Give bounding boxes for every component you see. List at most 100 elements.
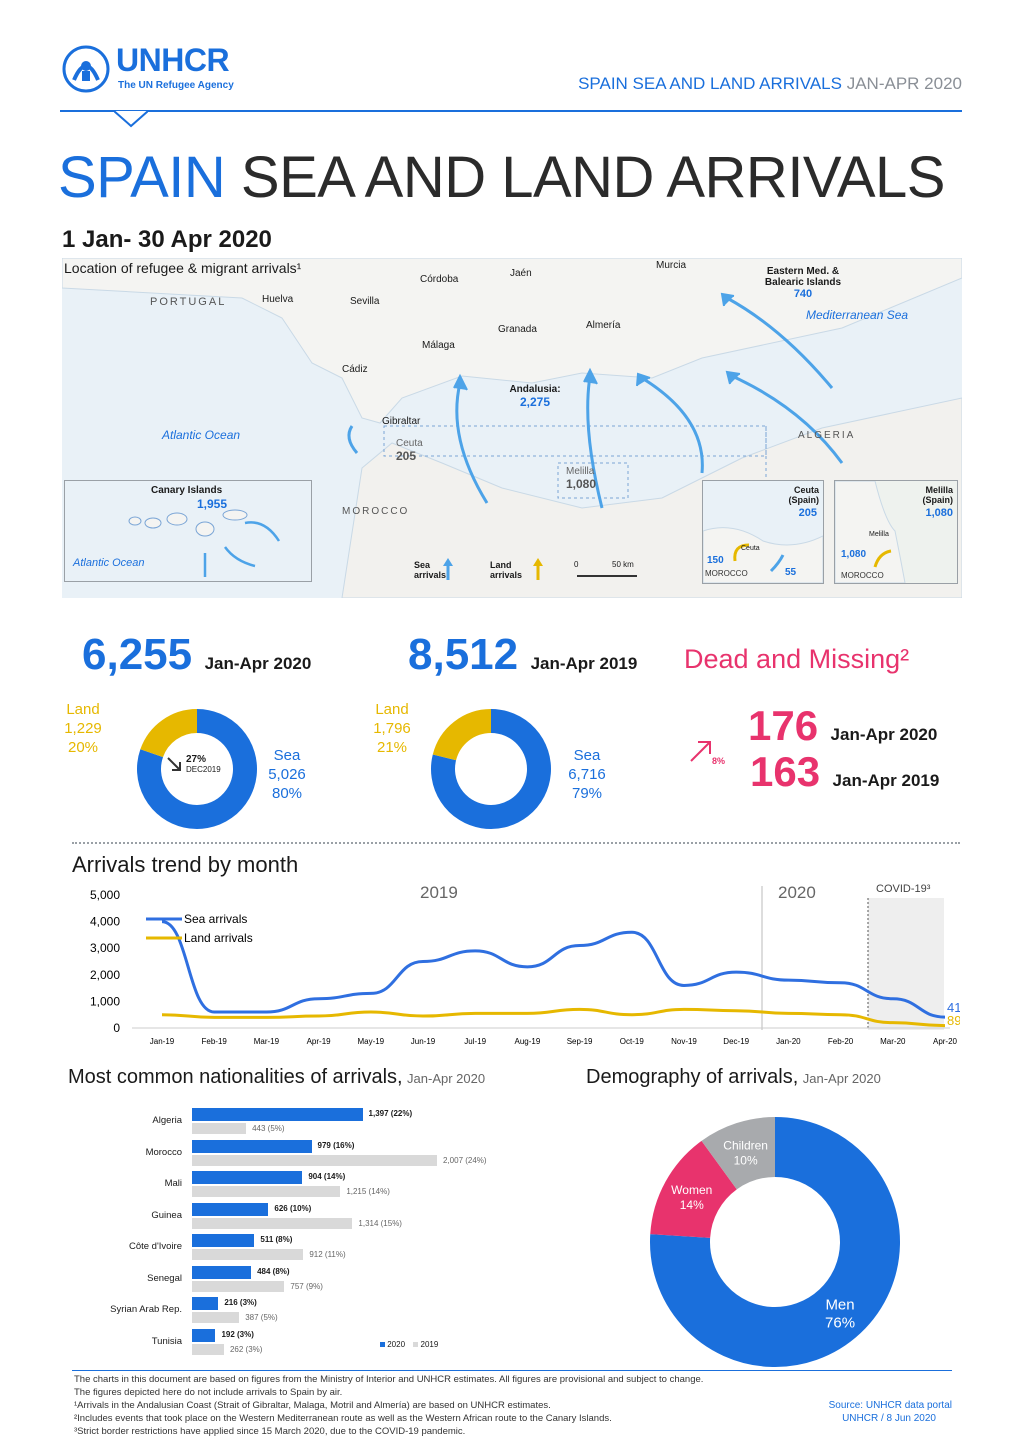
x-tick-label: Mar-19 bbox=[254, 1037, 280, 1046]
map-label-malaga: Málaga bbox=[422, 340, 455, 351]
footer-divider bbox=[72, 1370, 952, 1371]
dead-missing-2020: 176 Jan-Apr 2020 bbox=[748, 702, 937, 750]
logo-tagline: The UN Refugee Agency bbox=[118, 80, 234, 91]
y-tick-label: 2,000 bbox=[90, 968, 120, 982]
nationality-label: Guinea bbox=[151, 1209, 182, 1221]
donut-2020-land-label: Land bbox=[66, 701, 100, 718]
bar-2020 bbox=[192, 1139, 312, 1153]
covid-label: COVID-19³ bbox=[876, 883, 931, 895]
donut-2019-sea-pct: 79% bbox=[571, 785, 603, 802]
demography-donut: Men 76% Women 14% Children 10% bbox=[650, 1117, 900, 1367]
legend-sea-label: Sea arrivals bbox=[184, 912, 247, 926]
header-strip-bold: SPAIN SEA AND LAND ARRIVALS bbox=[578, 74, 842, 93]
region-melilla-value: 1,080 bbox=[566, 477, 597, 491]
bar-2020 bbox=[192, 1328, 216, 1342]
bar-2020 bbox=[192, 1202, 269, 1216]
donut-2019-sea: Sea 6,716 79% bbox=[562, 746, 612, 803]
covid-shade bbox=[868, 898, 944, 1030]
donut-2019-land-value: 1,796 bbox=[373, 720, 411, 737]
bar-2020-label: 626 (10%) bbox=[274, 1203, 312, 1213]
region-eastern-med-label: Eastern Med. & Balearic Islands bbox=[764, 266, 842, 288]
trend-title: Arrivals trend by month bbox=[72, 852, 299, 877]
nationalities-title: Most common nationalities of arrivals, J… bbox=[68, 1066, 485, 1089]
nat-legend-2019-swatch bbox=[413, 1342, 419, 1347]
land-arrivals-line bbox=[161, 1007, 946, 1028]
year-2019-label: 2019 bbox=[420, 883, 458, 902]
donut-2019 bbox=[431, 709, 551, 829]
total-2019-value: 8,512 bbox=[408, 630, 519, 679]
x-tick-label: Jun-19 bbox=[411, 1037, 436, 1046]
bar-2019-label: 443 (5%) bbox=[252, 1124, 285, 1133]
dead-missing-2019-label: Jan-Apr 2019 bbox=[832, 771, 940, 790]
demography-title-period: Jan-Apr 2020 bbox=[802, 1071, 881, 1086]
header-strip-light: JAN-APR 2020 bbox=[846, 74, 962, 93]
unhcr-logo: UNHCR The UN Refugee Agency bbox=[60, 42, 250, 102]
canary-ocean-label: Atlantic Ocean bbox=[73, 557, 145, 569]
bar-2020 bbox=[192, 1108, 363, 1121]
y-tick-label: 5,000 bbox=[90, 888, 120, 902]
melilla-inset-town: Melilla bbox=[869, 531, 889, 538]
scale-zero: 0 bbox=[574, 560, 579, 569]
ceuta-inset: Ceuta (Spain) 205 Ceuta 150 55 MOROCCO bbox=[702, 480, 824, 584]
x-tick-label: Feb-19 bbox=[202, 1037, 228, 1046]
legend-sea-arrivals: Sea arrivals bbox=[414, 560, 447, 580]
men-slice bbox=[650, 1117, 900, 1367]
map-label-sevilla: Sevilla bbox=[350, 296, 380, 307]
donut-2020-slices bbox=[137, 709, 257, 829]
x-tick-label: Apr-20 bbox=[933, 1037, 958, 1046]
donut-2020-change-label: DEC2019 bbox=[186, 765, 221, 774]
ceuta-inset-land: 150 bbox=[707, 555, 724, 566]
donut-2020-land-slice bbox=[140, 709, 198, 758]
map-label-cordoba: Córdoba bbox=[420, 274, 459, 285]
melilla-inset-title: Melilla (Spain) bbox=[922, 485, 954, 505]
dead-missing-2019-value: 163 bbox=[750, 748, 821, 795]
nat-legend-2019: 2019 bbox=[420, 1340, 439, 1349]
melilla-inset-value: 1,080 bbox=[925, 507, 953, 519]
map-label-algeria: ALGERIA bbox=[798, 430, 856, 441]
donut-2019-slices bbox=[431, 709, 551, 829]
dead-missing-change: 8% bbox=[712, 756, 726, 766]
header-divider bbox=[60, 110, 962, 112]
map-label-cadiz: Cádiz bbox=[342, 364, 368, 375]
region-andalusia: Andalusia: 2,275 bbox=[500, 384, 570, 409]
bar-2020-label: 484 (8%) bbox=[257, 1266, 290, 1276]
region-ceuta: Ceuta 205 bbox=[396, 438, 436, 463]
donut-2019-land: Land 1,796 21% bbox=[370, 700, 414, 757]
bar-2019 bbox=[192, 1343, 224, 1355]
trend-y-ticks: 0 1,000 2,000 3,000 4,000 5,000 bbox=[90, 888, 120, 1035]
nationality-label: Morocco bbox=[145, 1146, 182, 1158]
bar-2019 bbox=[192, 1312, 240, 1323]
bar-2020-label: 192 (3%) bbox=[221, 1329, 254, 1339]
ceuta-inset-value: 205 bbox=[798, 507, 817, 519]
map-label-almeria: Almería bbox=[586, 320, 621, 331]
nationality-label: Syrian Arab Rep. bbox=[110, 1304, 182, 1315]
bar-2020-label: 511 (8%) bbox=[260, 1235, 293, 1244]
arrow-up-right-icon bbox=[690, 741, 711, 762]
end-land-value: 89 bbox=[947, 1013, 960, 1028]
footnote-5: ³Strict border restrictions have applied… bbox=[74, 1426, 466, 1437]
melilla-inset-shapes bbox=[835, 481, 906, 583]
x-tick-label: Dec-19 bbox=[723, 1037, 749, 1046]
trend-x-ticks: Jan-19 Feb-19 Mar-19 Apr-19 May-19 Jun-19 Jul-… bbox=[150, 1037, 958, 1046]
map-label-jaen: Jaén bbox=[510, 268, 532, 279]
ceuta-inset-sea: 55 bbox=[785, 567, 797, 578]
map-label-murcia: Murcia bbox=[656, 260, 687, 271]
arrivals-map: PORTUGAL Huelva Sevilla Córdoba Jaén Mur… bbox=[62, 258, 962, 598]
bar-2019-label: 262 (3%) bbox=[229, 1344, 263, 1354]
year-2020-label: 2020 bbox=[778, 883, 816, 902]
x-tick-label: Jan-19 bbox=[150, 1037, 175, 1046]
children-slice bbox=[701, 1117, 777, 1191]
source-link[interactable]: Source: UNHCR data portal bbox=[828, 1400, 952, 1411]
unhcr-emblem-icon bbox=[62, 45, 110, 93]
y-tick-label: 1,000 bbox=[90, 994, 120, 1008]
donut-2020-sea-label: Sea bbox=[273, 747, 301, 764]
sea-arrivals-line bbox=[161, 920, 946, 1019]
bar-2019-label: 1,314 (15%) bbox=[358, 1218, 402, 1228]
demography-slices: Men 76% Women 14% Children 10% bbox=[650, 1117, 900, 1367]
end-sea-value: 411 bbox=[947, 1000, 960, 1015]
bar-2020-label: 216 (3%) bbox=[224, 1298, 257, 1307]
melilla-inset-land: 1,080 bbox=[841, 549, 867, 560]
x-tick-label: Oct-19 bbox=[620, 1037, 645, 1046]
donut-2020-sea-slice bbox=[137, 709, 257, 829]
bar-2020 bbox=[192, 1265, 252, 1279]
